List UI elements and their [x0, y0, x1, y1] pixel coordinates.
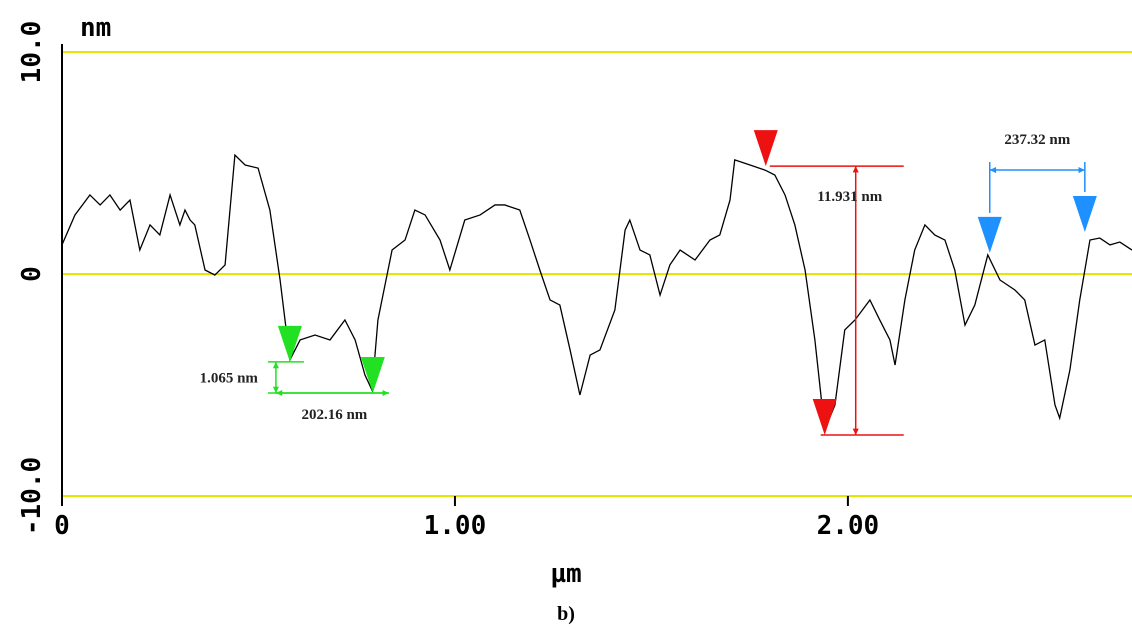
measure-label: 1.065 nm — [200, 370, 259, 386]
x-tick-label: 2.00 — [817, 511, 880, 541]
cursor-marker — [360, 356, 385, 393]
arrow-head — [275, 389, 283, 397]
arrow-head — [989, 166, 997, 174]
x-axis-label: µm — [550, 559, 581, 589]
arrow-head — [1078, 166, 1085, 174]
arrow-head — [852, 166, 859, 173]
x-tick-label: 0 — [54, 511, 70, 541]
y-tick-label: 10.0 — [17, 21, 47, 84]
cursor-marker — [1072, 196, 1097, 233]
arrow-head — [272, 361, 279, 369]
measure-label: 11.931 nm — [817, 189, 883, 205]
y-axis-label: nm — [80, 13, 111, 43]
profile-line — [61, 153, 1132, 431]
arrow-head — [852, 428, 859, 435]
cursor-marker — [812, 398, 837, 435]
arrow-head — [382, 389, 389, 397]
x-tick-label: 1.00 — [424, 511, 487, 541]
y-tick-label: -10.0 — [17, 457, 47, 535]
measure-label: 202.16 nm — [301, 407, 367, 423]
arrow-head — [272, 386, 279, 393]
y-tick-label: 0 — [17, 266, 47, 282]
measure-label: 237.32 nm — [1004, 132, 1070, 148]
cursor-marker — [977, 216, 1002, 253]
cursor-marker — [753, 130, 778, 167]
caption: b) — [557, 603, 575, 625]
cursor-marker — [277, 325, 302, 362]
